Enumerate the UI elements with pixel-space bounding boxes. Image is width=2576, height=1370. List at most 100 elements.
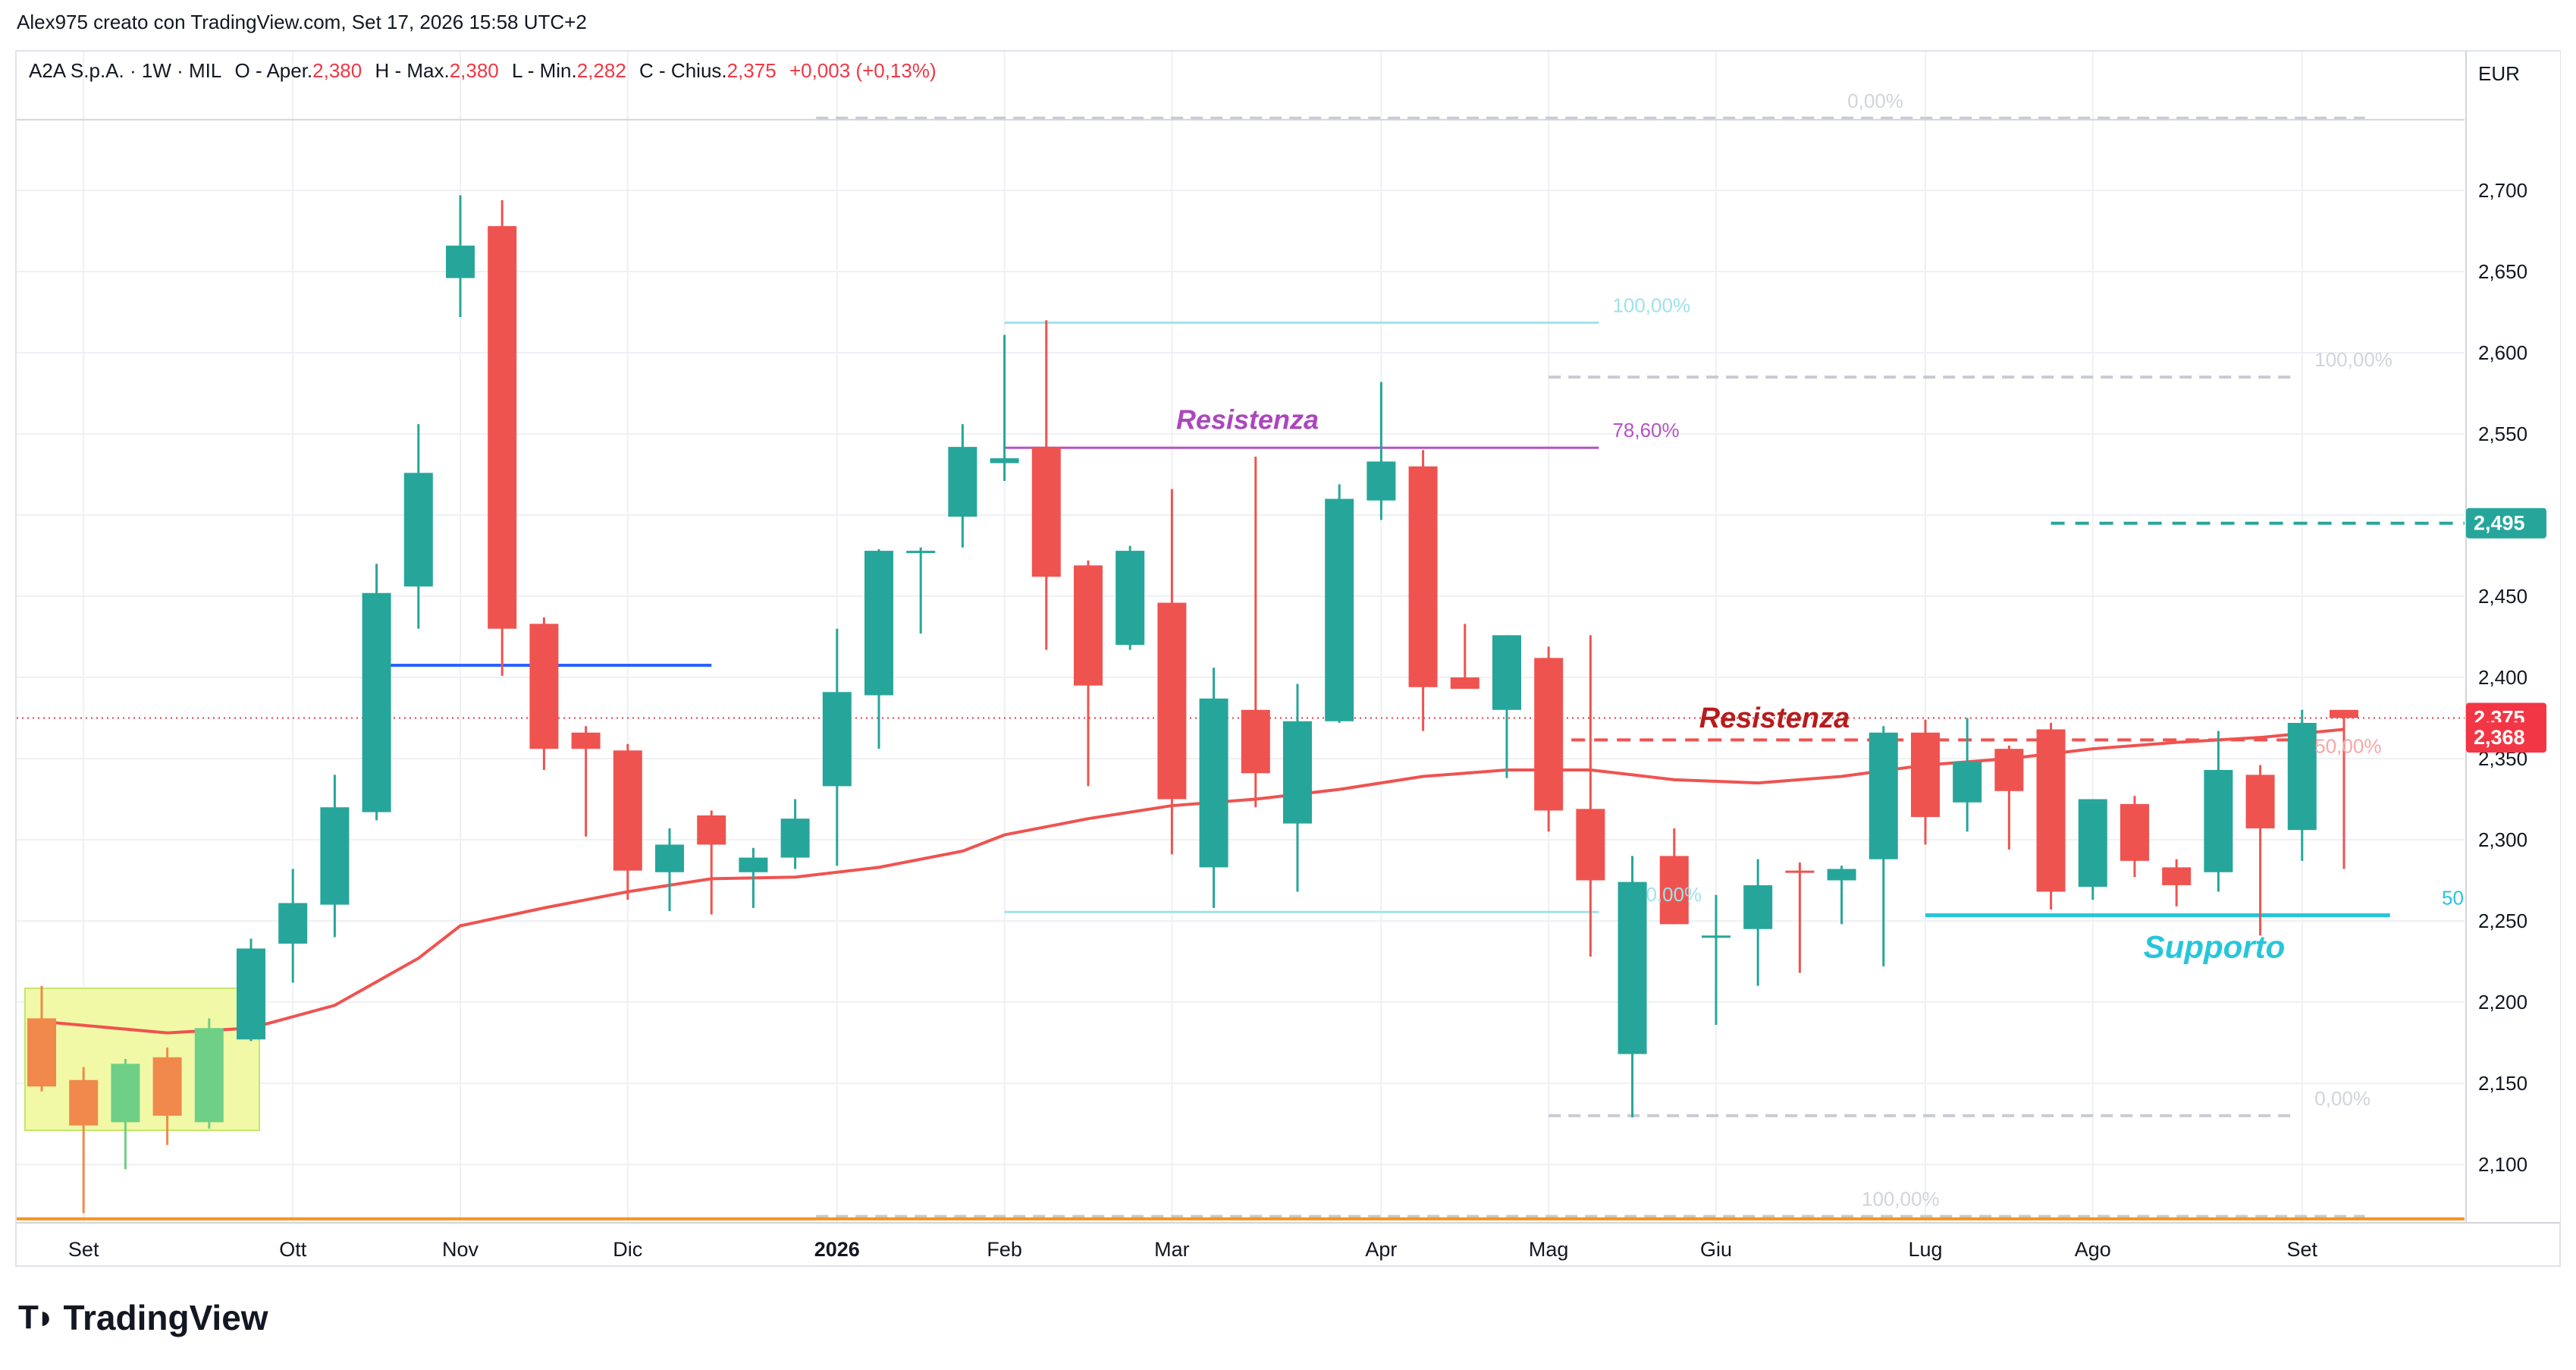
y-tick-label: 2,150 bbox=[2478, 1072, 2527, 1095]
ohlc-legend: A2A S.p.A. · 1W · MIL O - Aper.2,380 H -… bbox=[29, 59, 944, 83]
candle-body bbox=[739, 857, 768, 872]
candle-body bbox=[1785, 870, 1815, 873]
resistance-label: Resistenza bbox=[1699, 702, 1850, 734]
y-tick-label: 2,550 bbox=[2478, 423, 2527, 445]
x-tick-label: Lug bbox=[1908, 1238, 1942, 1261]
candle-body bbox=[1325, 498, 1354, 721]
legend-low: L - Min.2,282 bbox=[512, 59, 626, 82]
candle-body bbox=[697, 815, 726, 845]
candle-body bbox=[1450, 677, 1479, 689]
legend-high: H - Max.2,380 bbox=[375, 59, 499, 82]
y-tick-label: 2,650 bbox=[2478, 260, 2527, 283]
candle-body bbox=[613, 750, 642, 871]
x-tick-label: Set bbox=[68, 1238, 99, 1261]
price-label-text: 2,368 bbox=[2474, 726, 2525, 749]
legend-change: +0,003 (+0,13%) bbox=[789, 59, 937, 82]
candle-body bbox=[1911, 732, 1940, 818]
x-tick-label: Apr bbox=[1365, 1238, 1397, 1261]
candle-body bbox=[1366, 461, 1396, 501]
tradingview-logo[interactable]: T◗ TradingView bbox=[18, 1297, 268, 1338]
x-tick-label: Feb bbox=[987, 1238, 1022, 1261]
candle-body bbox=[2287, 722, 2317, 831]
support-label: 50 bbox=[2442, 887, 2464, 910]
candle-body bbox=[1868, 732, 1898, 859]
price-label-box bbox=[2466, 507, 2546, 539]
candle-body bbox=[2036, 729, 2066, 892]
candle-body bbox=[2245, 775, 2275, 829]
candle-body bbox=[278, 903, 308, 944]
fib-label: 100,00% bbox=[1612, 294, 1690, 316]
candle-body bbox=[1702, 935, 1730, 938]
candle-body bbox=[237, 948, 265, 1040]
candle-body bbox=[2120, 803, 2149, 861]
candle-body bbox=[655, 844, 684, 872]
price-label-text: 2,495 bbox=[2474, 512, 2525, 535]
legend-open: O - Aper.2,380 bbox=[234, 59, 362, 82]
candle-body bbox=[1241, 709, 1270, 774]
currency-label: EUR bbox=[2478, 62, 2520, 85]
fib-label: 100,00% bbox=[2314, 348, 2392, 371]
candle-body bbox=[2330, 709, 2358, 718]
candle-body bbox=[446, 245, 475, 278]
tradingview-logo-icon: T◗ bbox=[18, 1299, 55, 1336]
candle-body bbox=[320, 807, 350, 905]
candle-body bbox=[990, 458, 1019, 463]
candle-body bbox=[1492, 635, 1521, 710]
y-tick-label: 2,400 bbox=[2478, 666, 2527, 689]
x-tick-label: Set bbox=[2287, 1238, 2318, 1261]
fib-label: 100,00% bbox=[1862, 1187, 1940, 1210]
candle-body bbox=[1199, 698, 1228, 868]
candle-body bbox=[529, 624, 559, 749]
highlight-zone bbox=[24, 987, 261, 1132]
candle-body bbox=[948, 447, 977, 517]
x-tick-label: Mag bbox=[1529, 1238, 1569, 1261]
x-tick-label: Nov bbox=[442, 1238, 479, 1261]
candle-body bbox=[2162, 867, 2192, 885]
candle-body bbox=[822, 692, 852, 787]
candle-body bbox=[1408, 466, 1438, 687]
y-tick-label: 2,300 bbox=[2478, 828, 2527, 851]
x-tick-label: Ago bbox=[2075, 1238, 2111, 1261]
x-tick-label: 2026 bbox=[814, 1238, 860, 1261]
fib-label: 0,00% bbox=[1646, 883, 1702, 906]
y-tick-label: 2,700 bbox=[2478, 179, 2527, 202]
fib-label: 50,00% bbox=[2314, 735, 2381, 758]
legend-close: C - Chius.2,375 bbox=[639, 59, 777, 82]
fib-label: 0,00% bbox=[2314, 1087, 2370, 1110]
y-tick-label: 2,450 bbox=[2478, 585, 2527, 608]
candle-body bbox=[571, 732, 601, 749]
resistance-label: Resistenza bbox=[1176, 404, 1319, 435]
plot-area bbox=[17, 52, 2465, 1223]
candle-body bbox=[152, 1057, 182, 1116]
y-tick-label: 2,600 bbox=[2478, 341, 2527, 364]
candle-body bbox=[2204, 769, 2233, 872]
candle-body bbox=[111, 1064, 140, 1123]
candle-body bbox=[27, 1018, 56, 1087]
y-tick-label: 2,200 bbox=[2478, 991, 2527, 1013]
candle-body bbox=[1827, 869, 1856, 881]
x-tick-label: Ott bbox=[279, 1238, 307, 1261]
support-label: Supporto bbox=[2144, 929, 2286, 965]
x-tick-label: Mar bbox=[1154, 1238, 1190, 1261]
candle-body bbox=[1953, 762, 1982, 803]
price-axis bbox=[2466, 52, 2560, 1223]
candle-body bbox=[1994, 749, 2024, 791]
candle-body bbox=[1157, 602, 1187, 800]
y-tick-label: 2,250 bbox=[2478, 910, 2527, 932]
candle-body bbox=[2078, 799, 2107, 888]
candle-body bbox=[488, 226, 517, 629]
x-tick-label: Giu bbox=[1700, 1238, 1732, 1261]
candle-body bbox=[1576, 809, 1605, 881]
candle-body bbox=[194, 1028, 224, 1123]
candle-body bbox=[1617, 881, 1647, 1054]
x-tick-label: Dic bbox=[613, 1238, 642, 1261]
fib-label: 78,60% bbox=[1612, 419, 1679, 441]
candle-body bbox=[1074, 565, 1103, 686]
candle-body bbox=[69, 1079, 99, 1126]
price-label-box bbox=[2466, 722, 2546, 753]
candle-body bbox=[864, 551, 893, 696]
y-tick-label: 2,100 bbox=[2478, 1153, 2527, 1176]
candle-body bbox=[1659, 856, 1689, 925]
legend-symbol: A2A S.p.A. · 1W · MIL bbox=[29, 59, 222, 82]
